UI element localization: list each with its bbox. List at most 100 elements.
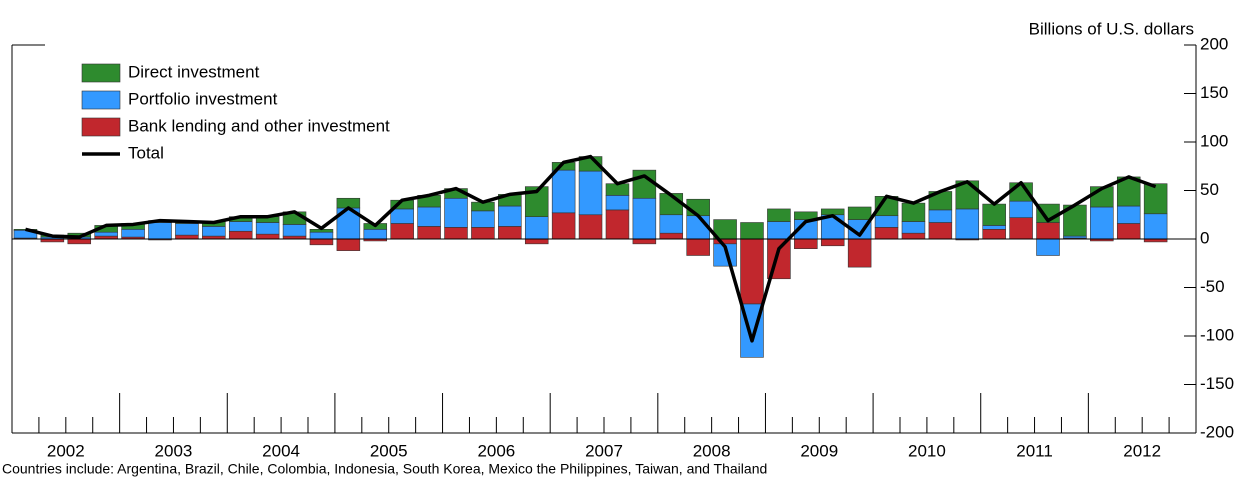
legend-label: Bank lending and other investment bbox=[128, 116, 390, 135]
legend-swatch bbox=[81, 117, 121, 137]
bar bbox=[632, 197, 657, 240]
bar bbox=[982, 203, 1006, 226]
bar bbox=[901, 221, 926, 234]
x-tick-label: 2007 bbox=[585, 441, 623, 460]
y-tick-label: -100 bbox=[1200, 325, 1234, 344]
bar bbox=[524, 216, 549, 240]
bar bbox=[605, 195, 630, 211]
bar bbox=[1036, 238, 1060, 256]
bar bbox=[471, 227, 495, 240]
x-tick-label: 2010 bbox=[908, 441, 946, 460]
bar bbox=[417, 206, 441, 227]
y-tick-label: -150 bbox=[1200, 374, 1234, 393]
y-tick-label: 50 bbox=[1200, 180, 1219, 199]
y-tick-label: 0 bbox=[1200, 228, 1209, 247]
bar bbox=[794, 211, 818, 220]
bar bbox=[740, 238, 764, 305]
bar bbox=[847, 206, 872, 220]
y-tick-label: -200 bbox=[1200, 422, 1234, 441]
bar bbox=[1090, 206, 1114, 240]
bar bbox=[955, 208, 980, 240]
bar bbox=[1116, 205, 1141, 224]
legend-swatch bbox=[81, 63, 121, 83]
x-tick-label: 2004 bbox=[262, 441, 300, 460]
bar bbox=[336, 238, 361, 251]
footnote: Countries include: Argentina, Brazil, Ch… bbox=[2, 461, 767, 477]
bar bbox=[1009, 217, 1033, 240]
x-tick-label: 2005 bbox=[370, 441, 408, 460]
bar bbox=[175, 223, 199, 236]
total-line bbox=[25, 154, 1157, 343]
bar bbox=[551, 212, 576, 240]
bar bbox=[794, 238, 818, 249]
y-tick-label: -50 bbox=[1200, 277, 1225, 296]
bar bbox=[524, 186, 549, 217]
bar bbox=[121, 229, 145, 238]
bar bbox=[390, 208, 414, 224]
bar bbox=[1143, 183, 1168, 215]
legend-label: Portfolio investment bbox=[128, 89, 278, 108]
bar bbox=[578, 214, 603, 240]
bar bbox=[686, 238, 710, 256]
bar bbox=[1036, 222, 1060, 240]
bar bbox=[309, 238, 334, 246]
y-tick-label: 200 bbox=[1200, 34, 1228, 53]
unit-label: Billions of U.S. dollars bbox=[1029, 19, 1194, 38]
bar bbox=[498, 205, 522, 227]
bar bbox=[390, 223, 414, 240]
bar bbox=[551, 169, 576, 214]
bar bbox=[605, 209, 630, 240]
bar bbox=[874, 215, 899, 228]
bar bbox=[901, 232, 926, 240]
bar bbox=[202, 226, 226, 237]
x-tick-label: 2009 bbox=[800, 441, 838, 460]
bar bbox=[498, 226, 522, 240]
bar bbox=[820, 238, 845, 247]
x-tick-label: 2011 bbox=[1016, 441, 1053, 460]
legend-swatch bbox=[81, 90, 121, 110]
bar bbox=[363, 229, 388, 240]
bar bbox=[175, 234, 199, 240]
bar bbox=[255, 222, 280, 235]
bar bbox=[982, 225, 1006, 230]
bar bbox=[928, 209, 953, 223]
x-tick-label: 2012 bbox=[1123, 441, 1161, 460]
bar bbox=[1143, 213, 1168, 240]
legend-label: Total bbox=[128, 143, 164, 162]
bar bbox=[228, 230, 253, 240]
bar bbox=[767, 208, 791, 222]
bar bbox=[444, 227, 468, 240]
bar bbox=[228, 221, 253, 232]
bar bbox=[659, 232, 684, 240]
bar bbox=[740, 222, 764, 240]
bar bbox=[659, 214, 684, 234]
bar bbox=[255, 233, 280, 240]
bar bbox=[847, 238, 872, 268]
bar bbox=[67, 238, 92, 245]
bar bbox=[309, 231, 334, 240]
bar bbox=[982, 229, 1006, 240]
x-tick-label: 2006 bbox=[477, 441, 515, 460]
bar bbox=[444, 197, 468, 228]
bar bbox=[820, 208, 845, 216]
bar bbox=[767, 221, 791, 240]
x-tick-label: 2003 bbox=[155, 441, 193, 460]
bar bbox=[282, 224, 307, 237]
bar bbox=[578, 170, 603, 216]
bar bbox=[874, 227, 899, 240]
bar bbox=[928, 222, 953, 240]
bar bbox=[417, 226, 441, 240]
bar bbox=[1116, 223, 1141, 240]
x-tick-label: 2002 bbox=[47, 441, 85, 460]
bar bbox=[148, 222, 172, 240]
bar bbox=[471, 210, 495, 228]
bar bbox=[1009, 200, 1033, 218]
x-tick-label: 2008 bbox=[693, 441, 731, 460]
bar bbox=[632, 238, 657, 245]
bar bbox=[94, 231, 118, 237]
bar bbox=[901, 202, 926, 222]
bar bbox=[524, 238, 549, 245]
y-tick-label: 100 bbox=[1200, 131, 1228, 150]
legend-label: Direct investment bbox=[128, 62, 260, 81]
